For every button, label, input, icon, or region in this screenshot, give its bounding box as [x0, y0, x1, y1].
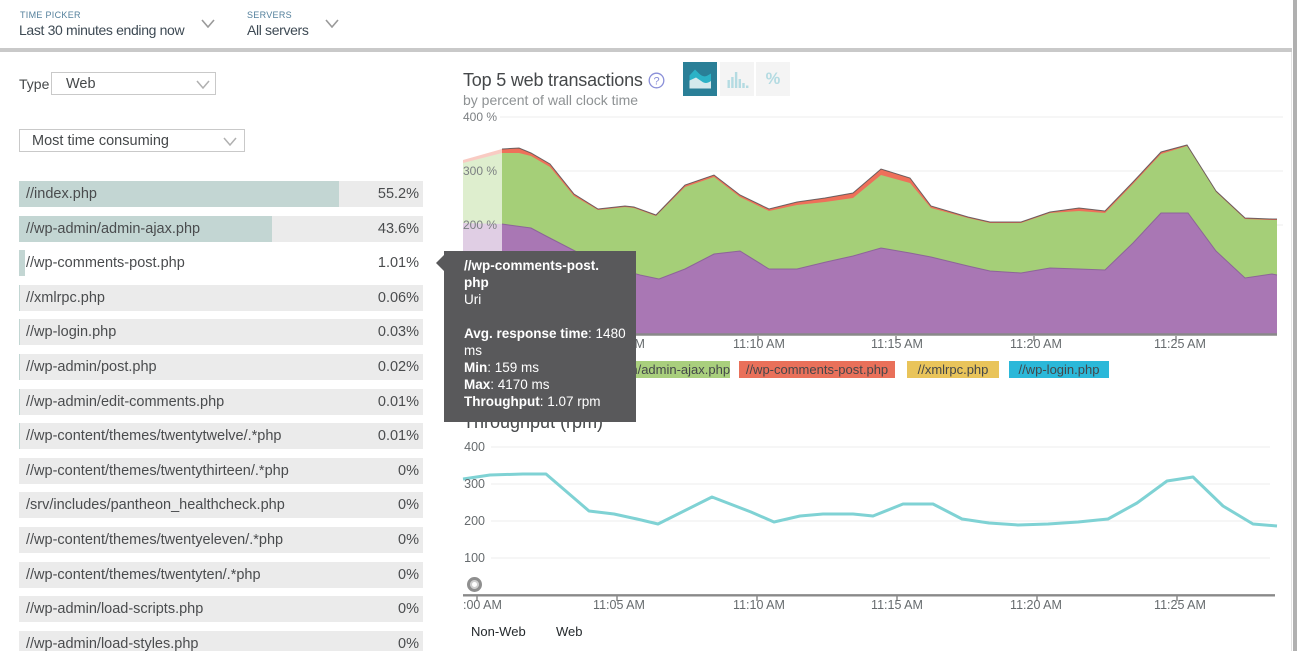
svg-text:?: ? — [653, 75, 659, 87]
